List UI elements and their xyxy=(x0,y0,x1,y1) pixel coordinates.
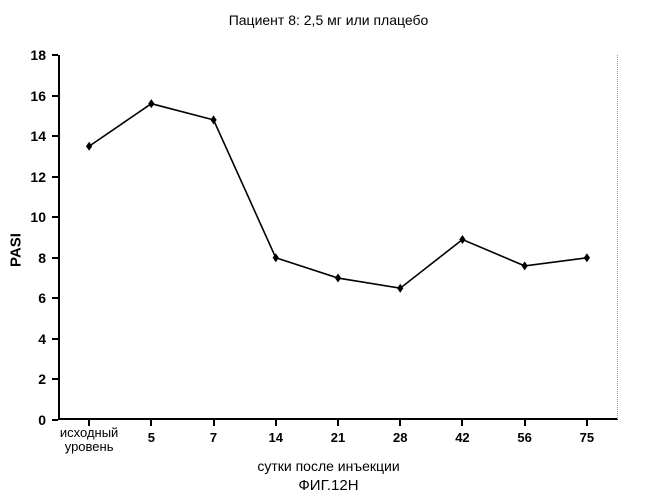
y-tick-label: 6 xyxy=(38,290,46,306)
y-tick-label: 10 xyxy=(30,209,46,225)
data-point-marker xyxy=(584,253,590,262)
y-tick-mark xyxy=(52,419,58,421)
data-point-marker xyxy=(397,284,403,293)
y-axis-label: PASI xyxy=(8,233,25,267)
data-point-marker xyxy=(86,142,92,151)
x-tick-mark xyxy=(88,420,90,426)
data-point-marker xyxy=(148,99,154,108)
x-tick-mark xyxy=(337,420,339,426)
y-tick-label: 12 xyxy=(30,169,46,185)
y-tick-label: 16 xyxy=(30,88,46,104)
y-tick-label: 8 xyxy=(38,250,46,266)
x-tick-mark xyxy=(150,420,152,426)
x-tick-mark xyxy=(275,420,277,426)
x-tick-label: 7 xyxy=(210,430,217,445)
x-tick-label: 75 xyxy=(580,430,594,445)
y-tick-mark xyxy=(52,216,58,218)
figure-label: ФИГ.12H xyxy=(0,477,657,494)
x-tick-label: исходныйуровень xyxy=(60,426,118,455)
x-axis-label: сутки после инъекции xyxy=(0,458,657,474)
x-tick-mark xyxy=(461,420,463,426)
x-tick-mark xyxy=(586,420,588,426)
y-tick-mark xyxy=(52,176,58,178)
chart-svg xyxy=(58,55,618,420)
y-tick-mark xyxy=(52,257,58,259)
series-line xyxy=(89,104,587,289)
x-tick-label: 42 xyxy=(455,430,469,445)
x-tick-label: 56 xyxy=(517,430,531,445)
y-tick-label: 2 xyxy=(38,371,46,387)
data-point-marker xyxy=(335,274,341,283)
y-tick-label: 0 xyxy=(38,412,46,428)
y-tick-mark xyxy=(52,338,58,340)
x-tick-mark xyxy=(213,420,215,426)
y-tick-mark xyxy=(52,297,58,299)
chart-title: Пациент 8: 2,5 мг или плацебо xyxy=(0,12,657,28)
y-tick-label: 18 xyxy=(30,47,46,63)
data-point-marker xyxy=(522,261,528,270)
x-tick-label: 14 xyxy=(269,430,283,445)
data-point-marker xyxy=(459,235,465,244)
x-tick-mark xyxy=(524,420,526,426)
y-tick-label: 4 xyxy=(38,331,46,347)
x-tick-label: 28 xyxy=(393,430,407,445)
x-tick-mark xyxy=(399,420,401,426)
y-tick-mark xyxy=(52,95,58,97)
x-tick-label: 5 xyxy=(148,430,155,445)
x-tick-label: 21 xyxy=(331,430,345,445)
y-tick-mark xyxy=(52,54,58,56)
y-tick-label: 14 xyxy=(30,128,46,144)
plot-area: 024681012141618исходныйуровень5714212842… xyxy=(58,55,618,420)
y-tick-mark xyxy=(52,378,58,380)
y-tick-mark xyxy=(52,135,58,137)
